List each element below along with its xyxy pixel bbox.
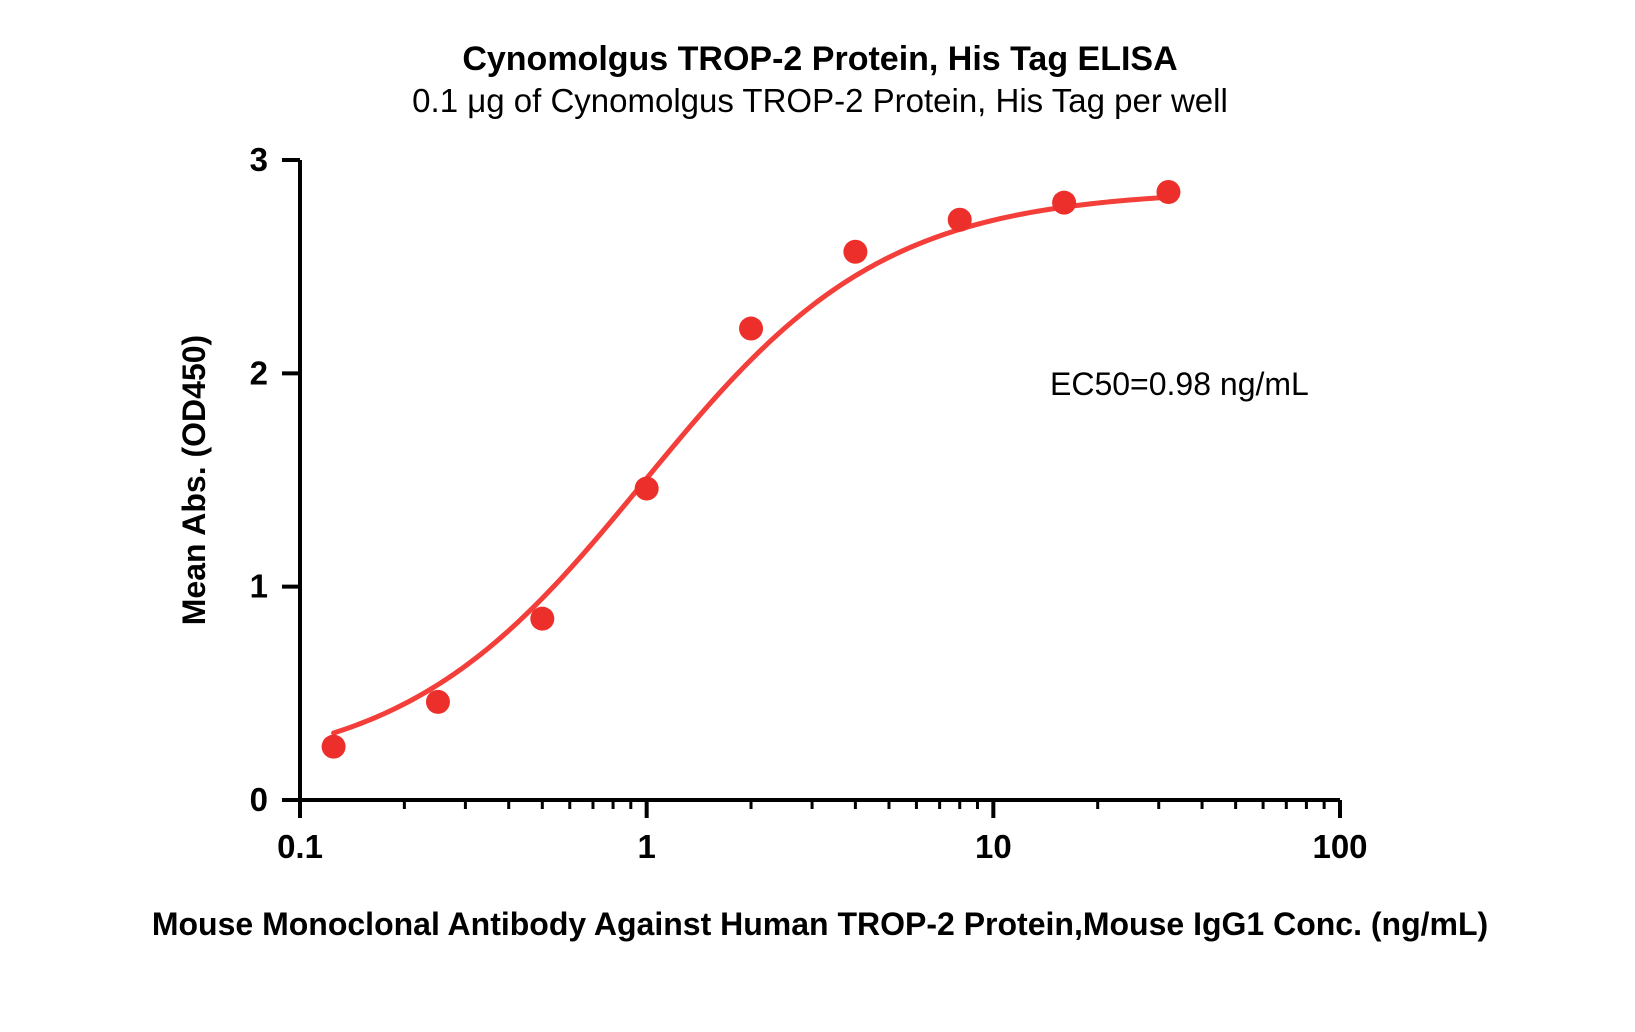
y-tick-label: 2 xyxy=(250,354,268,391)
y-tick-label: 3 xyxy=(250,141,268,178)
data-point xyxy=(635,477,659,501)
chart-svg: Cynomolgus TROP-2 Protein, His Tag ELISA… xyxy=(0,0,1635,1032)
data-point xyxy=(739,317,763,341)
data-point xyxy=(322,735,346,759)
x-tick-label: 0.1 xyxy=(277,828,323,865)
x-tick-label: 1 xyxy=(637,828,655,865)
y-tick-label: 1 xyxy=(250,568,268,605)
x-tick-label: 100 xyxy=(1312,828,1367,865)
chart-title: Cynomolgus TROP-2 Protein, His Tag ELISA xyxy=(462,40,1177,78)
data-point xyxy=(1156,180,1180,204)
ec50-annotation: EC50=0.98 ng/mL xyxy=(1050,366,1309,402)
x-tick-label: 10 xyxy=(975,828,1012,865)
data-point xyxy=(426,690,450,714)
data-point xyxy=(948,208,972,232)
data-point xyxy=(530,607,554,631)
fit-curve xyxy=(334,197,1169,733)
data-point xyxy=(1052,191,1076,215)
data-point xyxy=(843,240,867,264)
y-axis-label: Mean Abs. (OD450) xyxy=(176,335,212,625)
elisa-chart: Cynomolgus TROP-2 Protein, His Tag ELISA… xyxy=(0,0,1635,1032)
y-tick-label: 0 xyxy=(250,781,268,818)
x-axis-label: Mouse Monoclonal Antibody Against Human … xyxy=(152,906,1488,942)
chart-subtitle: 0.1 μg of Cynomolgus TROP-2 Protein, His… xyxy=(412,82,1228,119)
